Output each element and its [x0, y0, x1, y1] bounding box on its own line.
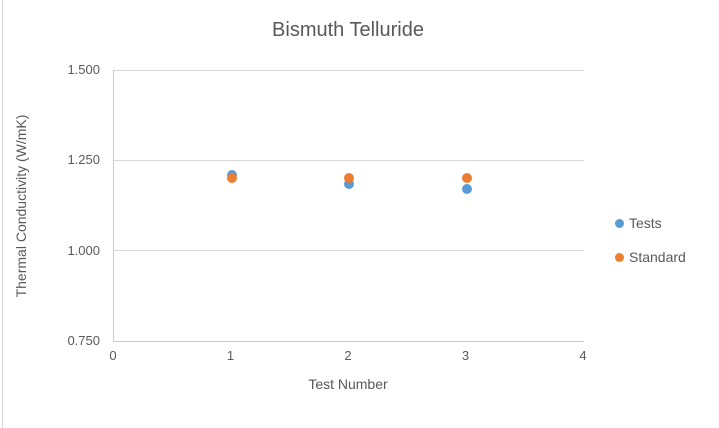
x-axis-title: Test Number [308, 376, 388, 392]
legend-item-tests[interactable]: Tests [615, 214, 686, 232]
data-point-standard[interactable] [461, 173, 472, 184]
legend-label: Standard [629, 249, 686, 265]
legend-item-standard[interactable]: Standard [615, 248, 686, 266]
y-tick-label: 1.500 [67, 62, 100, 77]
data-point-tests[interactable] [461, 184, 472, 195]
legend-label: Tests [629, 215, 662, 231]
x-tick-label: 4 [579, 348, 587, 363]
plot-area [113, 69, 584, 342]
chart-title: Bismuth Telluride [272, 19, 424, 41]
legend-marker-icon [615, 218, 624, 228]
data-point-standard[interactable] [226, 173, 237, 184]
y-tick-label: 1.250 [67, 152, 100, 168]
legend-marker-icon [615, 252, 624, 262]
x-tick-label: 1 [226, 348, 235, 363]
legend: Tests Standard [615, 214, 686, 266]
data-point-standard[interactable] [344, 173, 354, 184]
x-tick-label: 3 [461, 348, 470, 363]
x-tick-label: 0 [109, 348, 117, 363]
gridline [114, 69, 584, 71]
gridline [114, 250, 584, 252]
x-tick-label: 2 [344, 348, 352, 363]
y-tick-label: 0.750 [67, 333, 100, 348]
gridline [114, 159, 584, 161]
y-tick-label: 1.000 [67, 242, 100, 258]
left-edge-border [2, 0, 3, 428]
data-point-tests[interactable] [344, 178, 354, 189]
y-axis-title: Thermal Conductivity (W/mK) [13, 114, 29, 298]
